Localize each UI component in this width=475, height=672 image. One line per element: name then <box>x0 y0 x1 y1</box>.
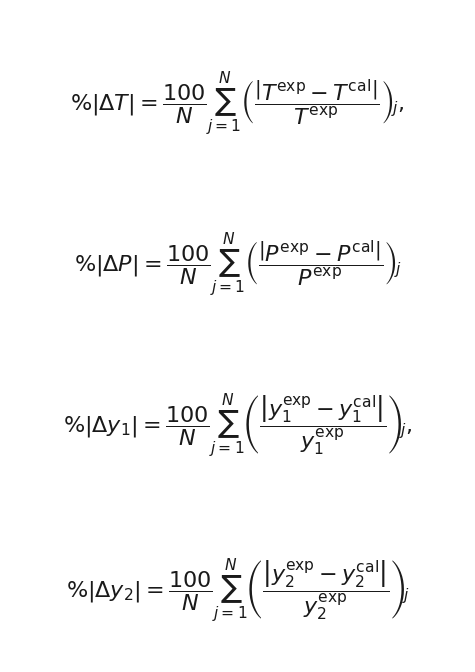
Text: $\%|\Delta P| = \dfrac{100}{N} \sum_{j=1}^{N} \left( \dfrac{\left|P^{\rm exp} - : $\%|\Delta P| = \dfrac{100}{N} \sum_{j=1… <box>74 231 401 299</box>
Text: $\%|\Delta y_1| = \dfrac{100}{N} \sum_{j=1}^{N} \left( \dfrac{\left|y_1^{\rm exp: $\%|\Delta y_1| = \dfrac{100}{N} \sum_{j… <box>63 392 412 460</box>
Text: $\%|\Delta y_2| = \dfrac{100}{N} \sum_{j=1}^{N} \left( \dfrac{\left|y_2^{\rm exp: $\%|\Delta y_2| = \dfrac{100}{N} \sum_{j… <box>66 557 409 624</box>
Text: $\%|\Delta T| = \dfrac{100}{N} \sum_{j=1}^{N} \left( \dfrac{\left|T^{\rm exp} - : $\%|\Delta T| = \dfrac{100}{N} \sum_{j=1… <box>70 70 405 138</box>
